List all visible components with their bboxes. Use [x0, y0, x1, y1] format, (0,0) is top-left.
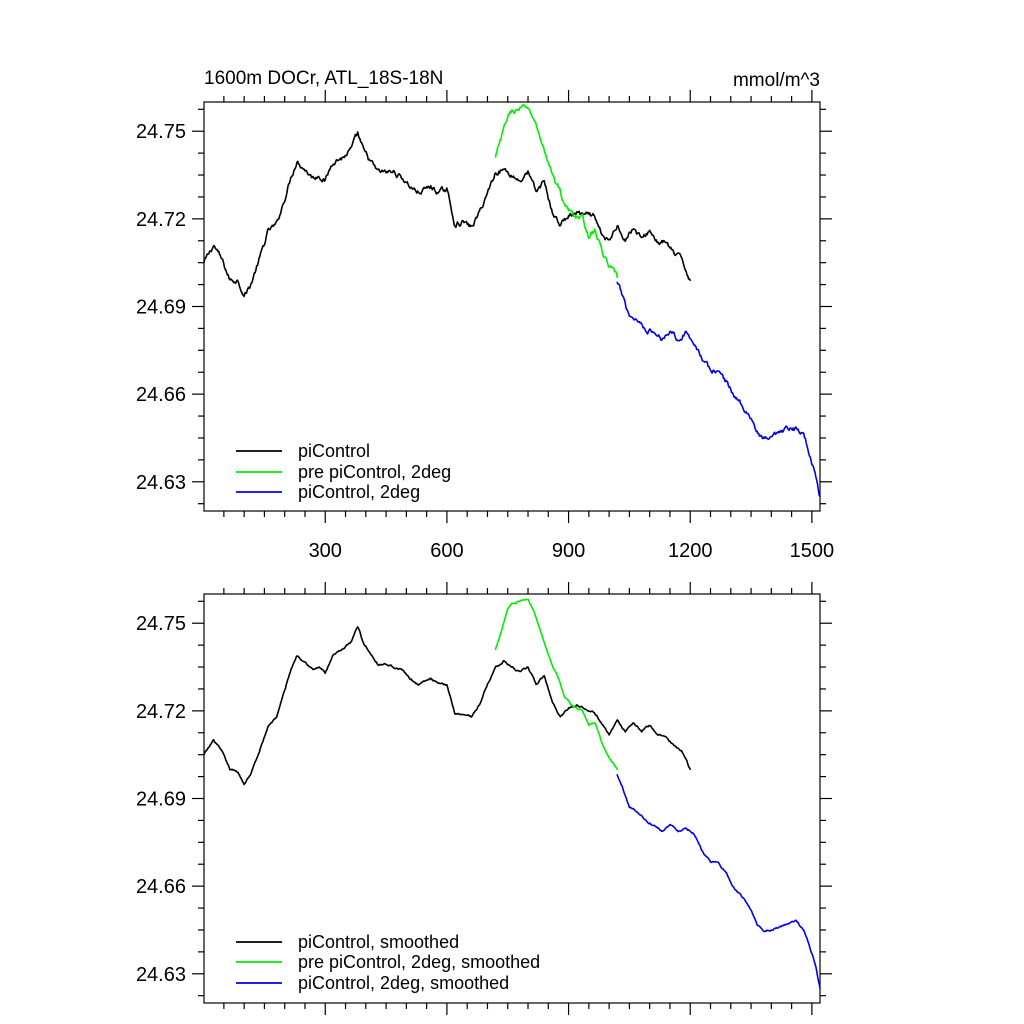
x-tick-label: 1200: [668, 540, 713, 562]
x-tick-label: 300: [309, 540, 342, 562]
series-line-picontrol: [203, 131, 691, 298]
legend-label: piControl, 2deg: [298, 482, 420, 502]
x-tick-label: 600: [430, 540, 463, 562]
y-tick-label: 24.69: [136, 789, 186, 811]
plot-frame: [203, 593, 821, 1004]
units-label: mmol/m^3: [733, 70, 820, 91]
y-tick-label: 24.75: [136, 613, 186, 635]
y-tick-label: 24.66: [136, 384, 186, 406]
x-tick-label: 1500: [790, 540, 835, 562]
legend-label: piControl: [298, 441, 370, 461]
y-tick-label: 24.69: [136, 297, 186, 319]
y-tick-label: 24.72: [136, 209, 186, 231]
legend-label: piControl, smoothed: [298, 932, 459, 952]
y-tick-label: 24.72: [136, 701, 186, 723]
legend-label: piControl, 2deg, smoothed: [298, 973, 509, 993]
y-tick-label: 24.63: [136, 472, 186, 494]
legend-label: pre piControl, 2deg, smoothed: [298, 952, 540, 972]
legend-label: pre piControl, 2deg: [298, 462, 451, 482]
y-tick-label: 24.66: [136, 876, 186, 898]
y-tick-label: 24.75: [136, 121, 186, 143]
series-line-pre-picontrol-2deg: [494, 104, 618, 279]
x-tick-label: 900: [552, 540, 585, 562]
series-line-picontrol-2deg: [616, 281, 821, 498]
series-line-picontrol-smoothed: [203, 626, 691, 786]
series-line-pre-picontrol-2deg-smoothed: [494, 598, 618, 771]
top-panel: 300 600 900 1200 1500 24.63 24.66 24.69 24.72 24.…: [136, 90, 834, 562]
series-line-picontrol-2deg-smoothed: [616, 774, 821, 990]
y-tick-label: 24.63: [136, 964, 186, 986]
bottom-panel: 24.63 24.66 24.69 24.72 24.75 piControl, smoo…: [136, 582, 832, 1015]
chart-title: 1600m DOCr, ATL_18S-18N: [204, 68, 443, 89]
